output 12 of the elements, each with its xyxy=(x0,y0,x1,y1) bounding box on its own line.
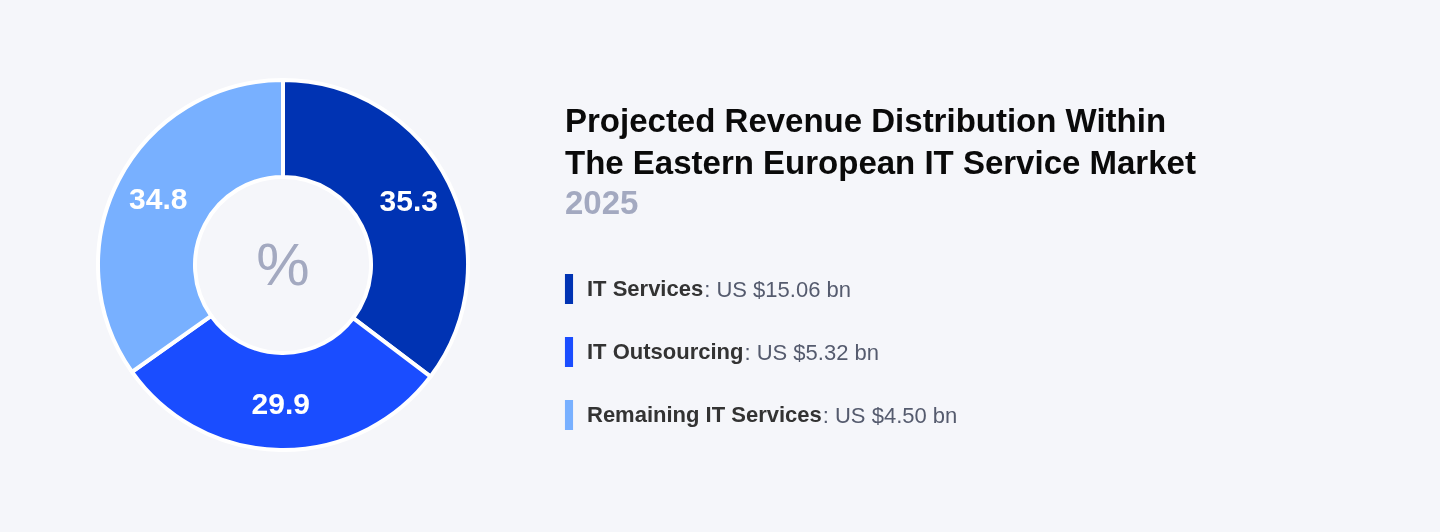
legend-label: Remaining IT Services xyxy=(587,402,822,427)
data-label: 29.9 xyxy=(251,387,310,421)
data-label: 35.3 xyxy=(379,184,438,218)
text: Projected Revenue Distribution Within The Eastern European IT Service Market xyxy=(565,102,1196,181)
text: : US $5.32 bn xyxy=(744,340,879,365)
data-label: 34.8 xyxy=(129,182,188,216)
text: % xyxy=(256,231,310,298)
text: 2025 xyxy=(565,184,639,221)
text: : US $4.50 bn xyxy=(822,403,958,428)
legend-label: IT Services xyxy=(587,276,704,301)
text: : US $15.06 bn xyxy=(704,277,851,302)
legend-label: IT Outsourcing xyxy=(587,339,744,364)
